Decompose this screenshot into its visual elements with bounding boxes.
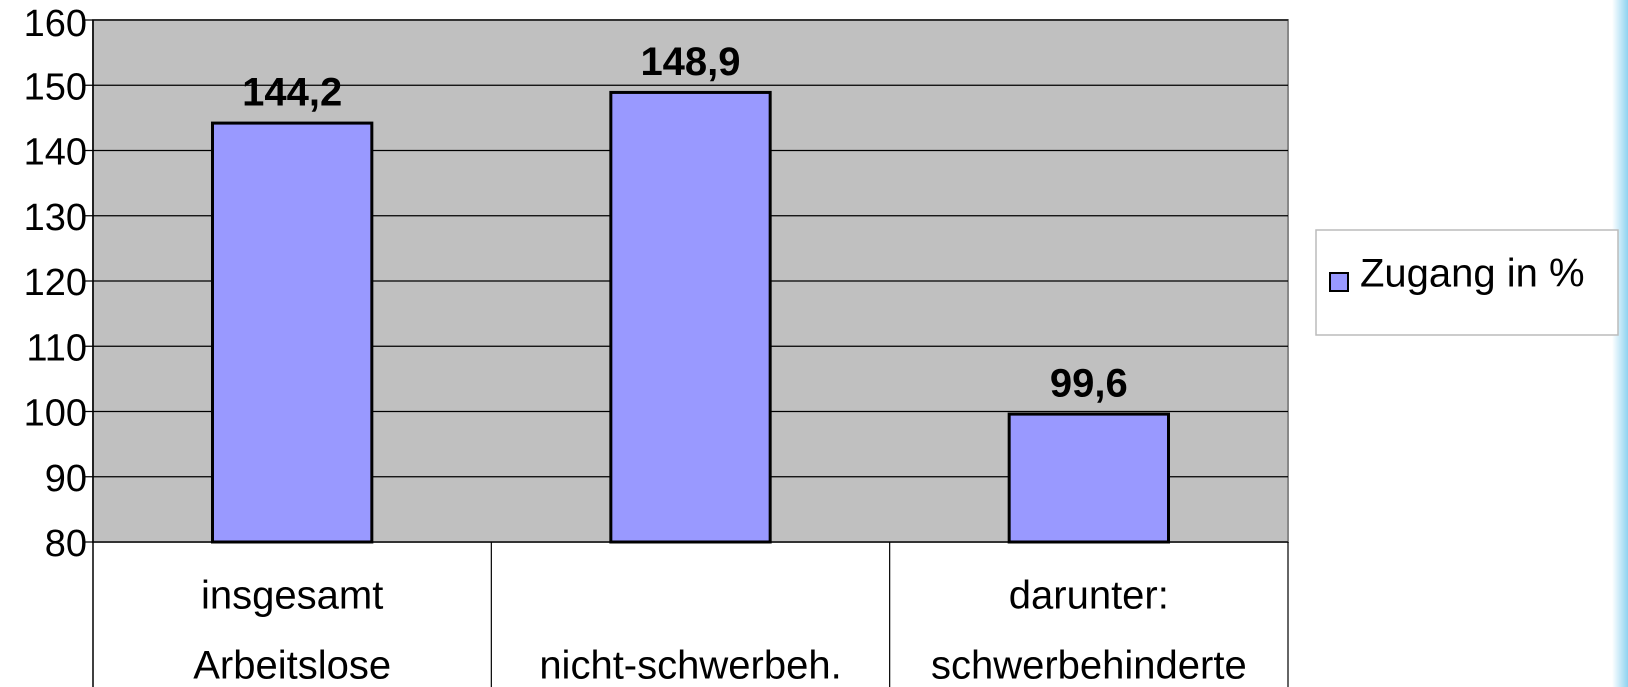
legend-label: Zugang in % [1360,252,1585,296]
y-tick-label: 140 [24,132,87,174]
legend-box [1315,229,1619,336]
y-tick-label: 80 [45,523,87,565]
y-tick-label: 150 [24,66,87,108]
bar [211,121,374,544]
x-tick-label: nicht-schwerbeh. [539,644,841,687]
y-tick-label: 120 [24,262,87,304]
y-tick-label: 160 [24,3,87,45]
value-label: 148,9 [640,40,740,84]
x-tick-label: Arbeitslose [193,644,391,687]
y-tick-label: 100 [24,393,87,435]
x-tick-label: darunter: [1009,574,1169,618]
y-tick-label: 130 [24,197,87,239]
bar [1007,412,1171,544]
value-label: 144,2 [242,71,342,115]
y-tick-label: 110 [26,327,87,369]
legend-swatch [1329,272,1349,292]
edge-strip [1612,0,1628,687]
y-tick-label: 90 [45,458,87,500]
x-tick-label: insgesamt [201,574,383,618]
bar [609,90,772,544]
x-tick-label: schwerbehinderte [931,644,1247,687]
value-label: 99,6 [1050,362,1128,406]
